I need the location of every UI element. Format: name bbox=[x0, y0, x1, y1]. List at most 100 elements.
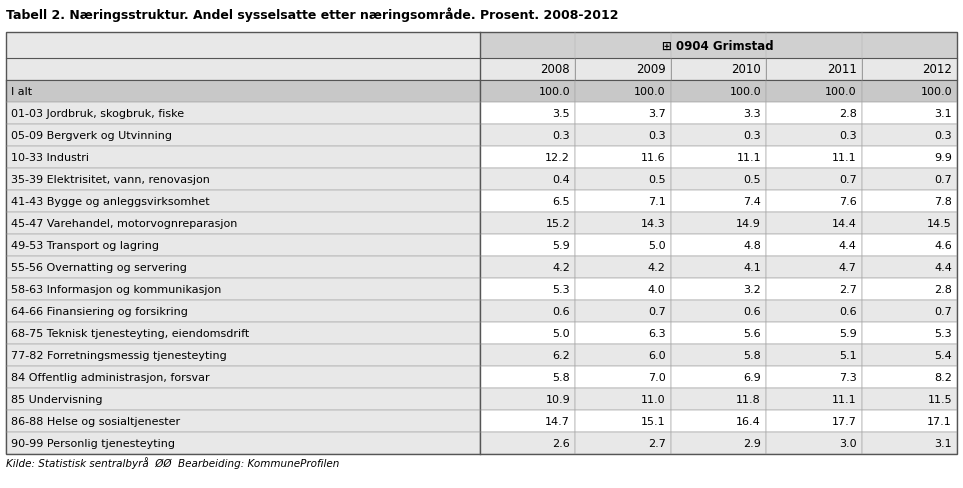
Text: 4.2: 4.2 bbox=[648, 263, 665, 272]
Text: 0.3: 0.3 bbox=[553, 131, 570, 141]
Text: 2009: 2009 bbox=[636, 63, 665, 76]
Bar bbox=[670, 388, 766, 410]
Text: 2.6: 2.6 bbox=[553, 438, 570, 448]
Text: 77-82 Forretningsmessig tjenesteyting: 77-82 Forretningsmessig tjenesteyting bbox=[11, 350, 226, 360]
Text: 11.6: 11.6 bbox=[641, 153, 665, 163]
Text: 2.8: 2.8 bbox=[839, 109, 856, 119]
Text: 5.9: 5.9 bbox=[553, 241, 570, 250]
Bar bbox=[766, 235, 862, 257]
Bar bbox=[480, 33, 957, 59]
Text: 11.8: 11.8 bbox=[737, 394, 761, 404]
Text: 5.0: 5.0 bbox=[648, 241, 665, 250]
Bar bbox=[480, 345, 575, 366]
Bar bbox=[670, 235, 766, 257]
Text: 0.6: 0.6 bbox=[553, 306, 570, 316]
Bar bbox=[862, 81, 957, 103]
Bar bbox=[766, 279, 862, 301]
Text: 14.3: 14.3 bbox=[640, 219, 665, 228]
Text: 100.0: 100.0 bbox=[825, 87, 856, 97]
Text: 2.7: 2.7 bbox=[648, 438, 665, 448]
Bar bbox=[862, 169, 957, 191]
Bar bbox=[6, 432, 480, 454]
Text: 12.2: 12.2 bbox=[545, 153, 570, 163]
Bar bbox=[670, 366, 766, 388]
Text: 11.1: 11.1 bbox=[737, 153, 761, 163]
Bar bbox=[766, 103, 862, 125]
Text: 4.4: 4.4 bbox=[839, 241, 856, 250]
Bar bbox=[862, 388, 957, 410]
Bar bbox=[862, 125, 957, 147]
Bar bbox=[6, 33, 480, 59]
Bar bbox=[670, 59, 766, 81]
Text: Kilde: Statistisk sentralbyrå  ØØ  Bearbeiding: KommuneProfilen: Kilde: Statistisk sentralbyrå ØØ Bearbei… bbox=[6, 456, 339, 468]
Bar bbox=[670, 191, 766, 213]
Bar bbox=[575, 279, 670, 301]
Text: ⊞ 0904 Grimstad: ⊞ 0904 Grimstad bbox=[663, 40, 774, 52]
Text: 0.3: 0.3 bbox=[648, 131, 665, 141]
Bar bbox=[575, 147, 670, 169]
Text: 7.8: 7.8 bbox=[934, 197, 952, 206]
Bar bbox=[575, 366, 670, 388]
Bar bbox=[862, 213, 957, 235]
Bar bbox=[862, 279, 957, 301]
Bar bbox=[766, 147, 862, 169]
Text: 4.2: 4.2 bbox=[552, 263, 570, 272]
Text: 4.7: 4.7 bbox=[839, 263, 856, 272]
Bar bbox=[6, 410, 480, 432]
Bar bbox=[480, 410, 575, 432]
Text: 7.3: 7.3 bbox=[839, 372, 856, 382]
Bar bbox=[575, 59, 670, 81]
Text: 5.6: 5.6 bbox=[743, 328, 761, 338]
Text: 11.5: 11.5 bbox=[927, 394, 952, 404]
Text: 0.7: 0.7 bbox=[648, 306, 665, 316]
Bar bbox=[766, 169, 862, 191]
Bar bbox=[575, 169, 670, 191]
Text: 2012: 2012 bbox=[923, 63, 952, 76]
Text: 7.0: 7.0 bbox=[648, 372, 665, 382]
Text: 3.1: 3.1 bbox=[934, 438, 952, 448]
Text: 3.1: 3.1 bbox=[934, 109, 952, 119]
Bar bbox=[480, 301, 575, 323]
Text: 8.2: 8.2 bbox=[934, 372, 952, 382]
Bar bbox=[575, 345, 670, 366]
Text: 2008: 2008 bbox=[540, 63, 570, 76]
Text: Tabell 2. Næringsstruktur. Andel sysselsatte etter næringsområde. Prosent. 2008-: Tabell 2. Næringsstruktur. Andel syssels… bbox=[6, 7, 618, 21]
Text: 16.4: 16.4 bbox=[737, 416, 761, 426]
Bar bbox=[575, 235, 670, 257]
Bar bbox=[6, 257, 480, 279]
Bar bbox=[575, 301, 670, 323]
Text: 14.7: 14.7 bbox=[545, 416, 570, 426]
Text: 4.0: 4.0 bbox=[648, 285, 665, 294]
Bar bbox=[862, 191, 957, 213]
Bar bbox=[575, 81, 670, 103]
Text: 0.4: 0.4 bbox=[553, 175, 570, 184]
Text: 11.0: 11.0 bbox=[641, 394, 665, 404]
Text: 68-75 Teknisk tjenesteyting, eiendomsdrift: 68-75 Teknisk tjenesteyting, eiendomsdri… bbox=[11, 328, 249, 338]
Bar bbox=[766, 432, 862, 454]
Text: 14.9: 14.9 bbox=[736, 219, 761, 228]
Bar bbox=[766, 125, 862, 147]
Text: 2010: 2010 bbox=[731, 63, 761, 76]
Text: 05-09 Bergverk og Utvinning: 05-09 Bergverk og Utvinning bbox=[11, 131, 172, 141]
Text: 3.2: 3.2 bbox=[743, 285, 761, 294]
Text: 11.1: 11.1 bbox=[832, 394, 856, 404]
Text: 0.5: 0.5 bbox=[743, 175, 761, 184]
Bar bbox=[480, 81, 575, 103]
Text: 3.3: 3.3 bbox=[743, 109, 761, 119]
Text: 5.9: 5.9 bbox=[839, 328, 856, 338]
Bar bbox=[862, 301, 957, 323]
Bar bbox=[6, 235, 480, 257]
Bar bbox=[670, 345, 766, 366]
Text: 4.4: 4.4 bbox=[934, 263, 952, 272]
Text: 100.0: 100.0 bbox=[921, 87, 952, 97]
Bar bbox=[670, 213, 766, 235]
Bar bbox=[6, 366, 480, 388]
Bar bbox=[862, 366, 957, 388]
Bar bbox=[480, 213, 575, 235]
Bar bbox=[575, 257, 670, 279]
Text: 17.7: 17.7 bbox=[832, 416, 856, 426]
Bar bbox=[480, 388, 575, 410]
Bar bbox=[766, 81, 862, 103]
Bar bbox=[766, 59, 862, 81]
Bar bbox=[480, 169, 575, 191]
